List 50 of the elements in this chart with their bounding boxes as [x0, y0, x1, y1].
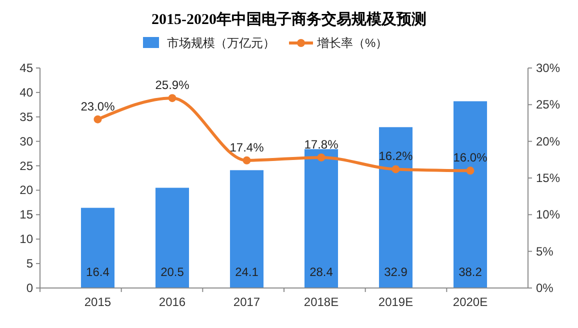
y-tick-label: 0 — [26, 281, 34, 295]
point — [94, 115, 102, 124]
point — [242, 156, 251, 164]
bar — [230, 170, 264, 288]
y2-tick-label: 25% — [536, 98, 560, 112]
data-label: 24.1 — [235, 265, 259, 279]
x-tick-label: 2017 — [233, 295, 260, 309]
legend-label: 增长率（%） — [316, 36, 388, 50]
data-label: 16.0% — [453, 150, 488, 165]
y2-tick-label: 10% — [536, 208, 560, 222]
x-tick-label: 2019E — [378, 295, 414, 309]
y-tick-label: 45 — [20, 61, 34, 75]
y-tick-label: 15 — [20, 208, 34, 222]
data-label: 17.4% — [230, 140, 264, 154]
y2-tick-label: 30% — [536, 61, 560, 75]
legend-label: 市场规模（万亿元） — [167, 36, 275, 50]
y2-tick-label: 0% — [536, 281, 554, 295]
data-label: 38.2 — [458, 265, 482, 279]
point — [317, 153, 326, 162]
y-tick-label: 20 — [20, 183, 34, 198]
y-tick-label: 30 — [20, 134, 34, 148]
y2-tick-label: 5% — [536, 244, 554, 258]
data-label: 16.4 — [86, 265, 110, 279]
bar — [155, 188, 190, 288]
y-tick-label: 35 — [20, 110, 34, 124]
bar — [453, 101, 488, 288]
y-tick-label: 10 — [20, 232, 34, 246]
data-label: 16.2% — [378, 149, 414, 164]
data-label: 28.4 — [310, 265, 334, 279]
chart-title: 2015-2020年中国电子商务交易规模及预测 — [152, 10, 426, 28]
data-label: 17.8% — [304, 137, 339, 152]
y-tick-label: 25 — [20, 158, 34, 173]
bar — [80, 208, 115, 288]
x-tick-label: 2016 — [158, 295, 186, 309]
data-label: 23.0% — [80, 99, 116, 114]
data-label: 25.9% — [155, 78, 190, 92]
point — [168, 94, 176, 102]
bar — [304, 149, 338, 288]
y2-tick-label: 15% — [536, 171, 560, 185]
bar — [378, 127, 413, 288]
x-tick-label: 2015 — [84, 295, 112, 309]
data-label: 20.5 — [160, 265, 184, 279]
point — [392, 165, 400, 174]
y-tick-label: 5 — [26, 256, 34, 271]
y2-tick-label: 20% — [536, 134, 560, 148]
x-tick-label: 2018E — [304, 295, 339, 309]
y-tick-label: 40 — [20, 85, 34, 100]
data-label: 32.9 — [384, 265, 408, 279]
x-tick-label: 2020E — [452, 295, 488, 309]
point — [466, 166, 474, 175]
